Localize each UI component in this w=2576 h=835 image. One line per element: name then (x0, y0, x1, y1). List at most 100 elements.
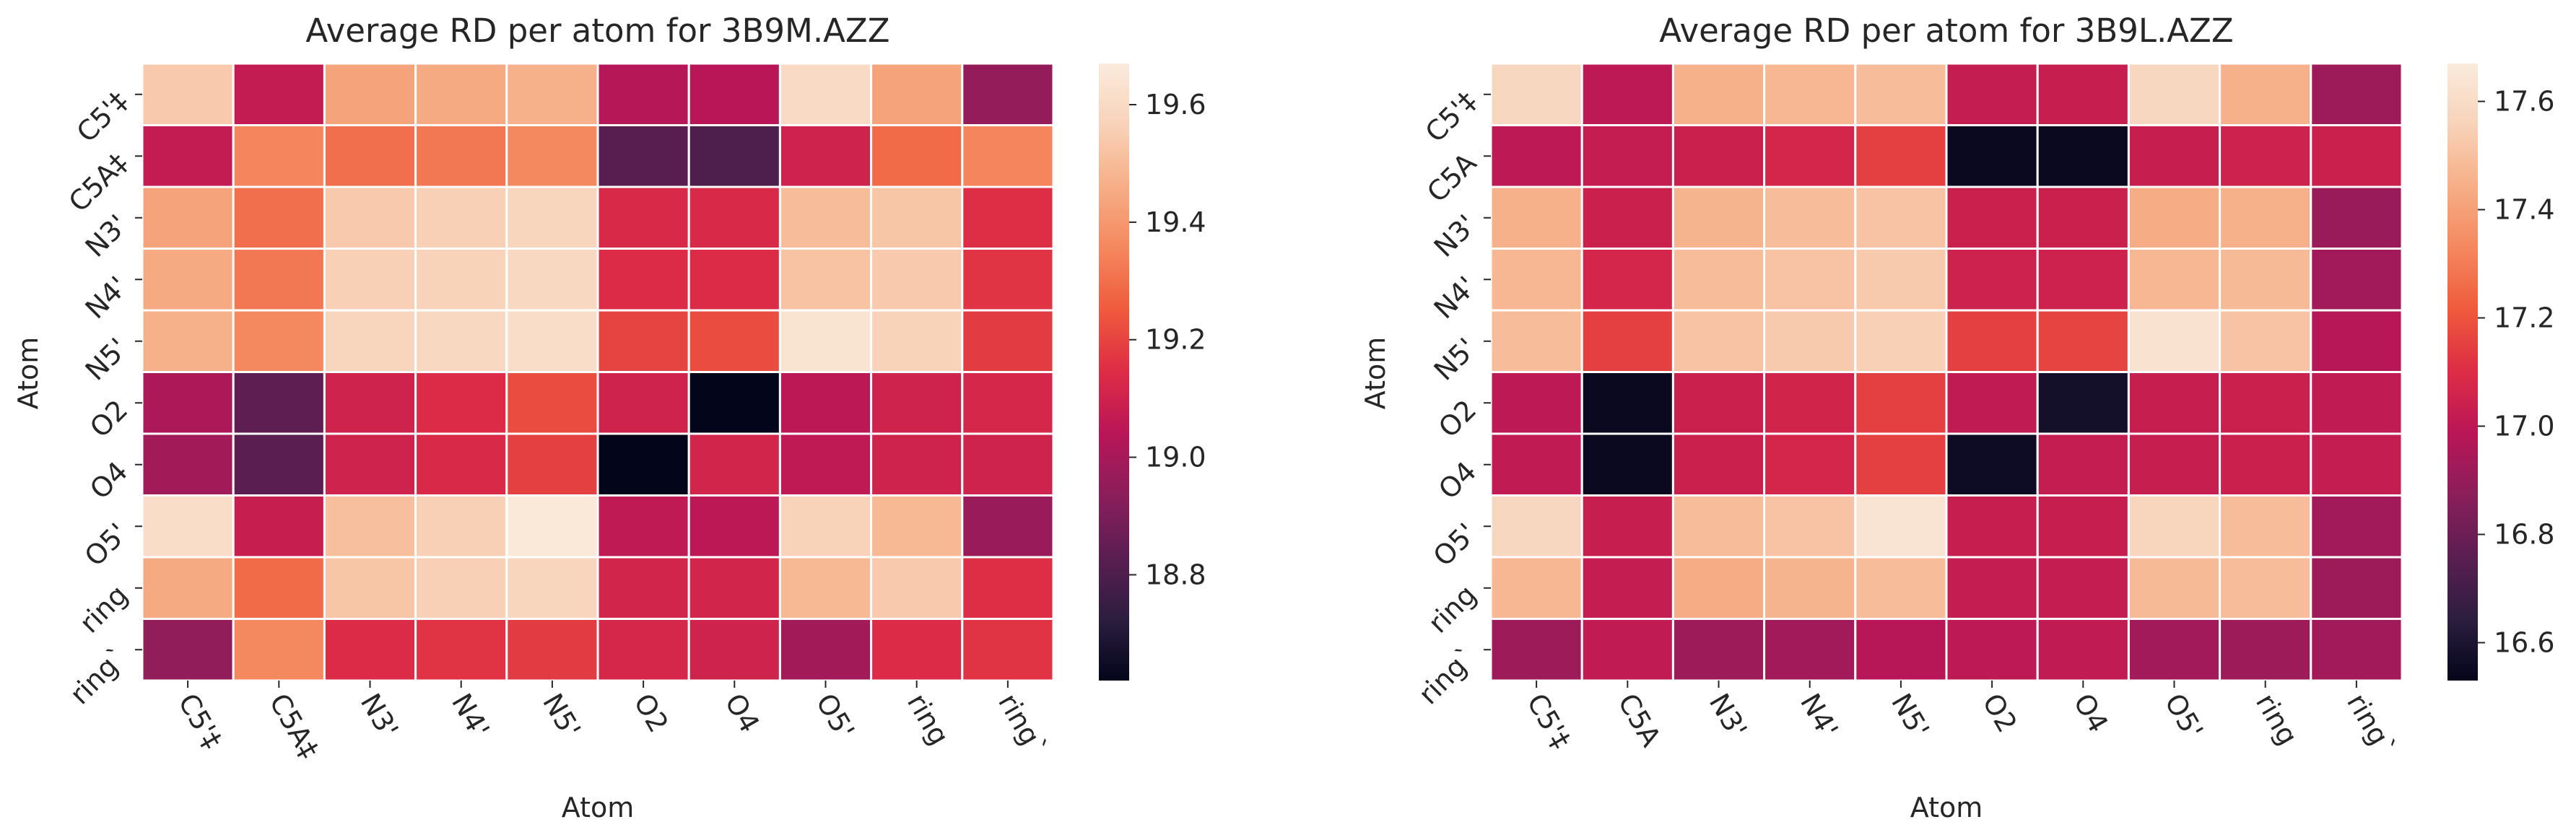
heatmap-cell (1489, 62, 1583, 126)
heatmap-2-colorbar-ticks: 16.6 16.8 17.0 17.2 17.4 17.6 (2478, 86, 2555, 659)
heatmap-cell (1489, 309, 1583, 373)
heatmap-cell (1945, 556, 2039, 620)
heatmap-cell (414, 248, 508, 312)
heatmap-cell (1580, 371, 1674, 435)
heatmap-panel-2: Average RD per atom for 3B9L.AZZ C5'‡ C5A… (1359, 12, 2555, 823)
x-tick-label: N5' (1885, 688, 1936, 744)
y-tick-label: N3' (1428, 209, 1483, 263)
heatmap-cell (870, 371, 964, 435)
heatmap-cell (141, 185, 235, 250)
heatmap-panel-1: Average RD per atom for 3B9M.AZZ C5'‡ C5A… (12, 12, 1206, 823)
heatmap-cell (323, 618, 417, 682)
heatmap-cell (2036, 124, 2130, 188)
heatmap-cell (1671, 62, 1766, 126)
heatmap-2-ylabel: Atom (1359, 337, 1391, 410)
heatmap-cell (141, 494, 235, 559)
heatmap-cell (2036, 556, 2130, 620)
heatmap-cell (505, 432, 599, 497)
heatmap-cell (141, 432, 235, 497)
heatmap-cell (1763, 432, 1857, 497)
heatmap-cell (961, 618, 1055, 682)
heatmap-cell (1580, 556, 1674, 620)
heatmap-cell (1580, 185, 1674, 250)
heatmap-cell (232, 556, 326, 620)
heatmap-cell (1763, 618, 1857, 682)
heatmap-cell (1945, 371, 2039, 435)
heatmap-cell (505, 371, 599, 435)
heatmap-cell (505, 124, 599, 188)
heatmap-cell (1489, 618, 1583, 682)
heatmap-cell (1671, 432, 1766, 497)
heatmap-cell (505, 185, 599, 250)
heatmap-2-colorbar-gradient (2447, 64, 2478, 681)
heatmap-cell (414, 309, 508, 373)
heatmap-cell (141, 371, 235, 435)
heatmap-cell (870, 62, 964, 126)
heatmap-cell (1945, 494, 2039, 559)
heatmap-cell (1580, 62, 1674, 126)
heatmap-cell (778, 124, 873, 188)
heatmap-cell (2310, 309, 2403, 373)
y-tick-label: N4' (79, 271, 134, 325)
heatmap-cell (323, 185, 417, 250)
heatmap-cell (1580, 494, 1674, 559)
heatmap-cell (2127, 556, 2222, 620)
heatmap-cell (1580, 618, 1674, 682)
heatmap-cell (414, 185, 508, 250)
colorbar-tick-label: 19.4 (1145, 206, 1206, 238)
heatmap-cell (2036, 618, 2130, 682)
heatmap-cell (1945, 309, 2039, 373)
heatmap-1-ylabel: Atom (12, 337, 44, 410)
heatmap-2-title: Average RD per atom for 3B9L.AZZ (1659, 12, 2233, 50)
heatmap-cell (2127, 432, 2222, 497)
heatmap-cell (1945, 248, 2039, 312)
heatmap-cell (2036, 248, 2130, 312)
heatmap-cell (2219, 494, 2312, 559)
y-tick-label: N5' (1428, 332, 1483, 387)
heatmap-cell (1945, 432, 2039, 497)
y-tick-label: C5A (1421, 147, 1482, 209)
colorbar-tick-label: 16.6 (2494, 627, 2555, 659)
y-tick-label: ring` (64, 641, 134, 711)
heatmap-cell (870, 432, 964, 497)
heatmap-cell (687, 248, 781, 312)
heatmap-cell (1945, 185, 2039, 250)
heatmap-1-colorbar-gradient (1099, 64, 1129, 681)
heatmap-cell (687, 432, 781, 497)
heatmap-cell (870, 494, 964, 559)
heatmap-cell (2310, 432, 2403, 497)
heatmap-cell (141, 124, 235, 188)
heatmap-cell (596, 185, 690, 250)
heatmap-cell (323, 62, 417, 126)
colorbar-tick-label: 19.0 (1145, 442, 1206, 473)
heatmap-cell (1489, 556, 1583, 620)
heatmap-cell (1945, 124, 2039, 188)
y-tick-label: O4 (1432, 455, 1482, 505)
heatmap-cell (1854, 185, 1948, 250)
heatmap-cell (2310, 185, 2403, 250)
heatmap-cell (2219, 124, 2312, 188)
x-tick-label: ring` (2341, 688, 2402, 763)
heatmap-cell (2127, 309, 2222, 373)
heatmap-cell (2127, 185, 2222, 250)
x-tick-label: O5' (2159, 688, 2209, 745)
y-tick-label: O2 (1432, 394, 1482, 444)
heatmap-cell (687, 371, 781, 435)
heatmap-cell (1854, 124, 1948, 188)
x-tick-label: O4 (2068, 688, 2115, 738)
heatmap-cell (687, 62, 781, 126)
heatmap-cell (1489, 432, 1583, 497)
heatmap-cell (687, 185, 781, 250)
heatmap-cell (778, 371, 873, 435)
heatmap-cell (778, 618, 873, 682)
heatmap-cell (141, 309, 235, 373)
heatmap-cell (2036, 432, 2130, 497)
heatmap-cell (596, 248, 690, 312)
x-tick-label: ring` (992, 688, 1053, 763)
heatmap-cell (2036, 371, 2130, 435)
x-tick-label: N3' (354, 688, 405, 744)
heatmap-1-title: Average RD per atom for 3B9M.AZZ (305, 12, 889, 50)
heatmap-cell (596, 62, 690, 126)
